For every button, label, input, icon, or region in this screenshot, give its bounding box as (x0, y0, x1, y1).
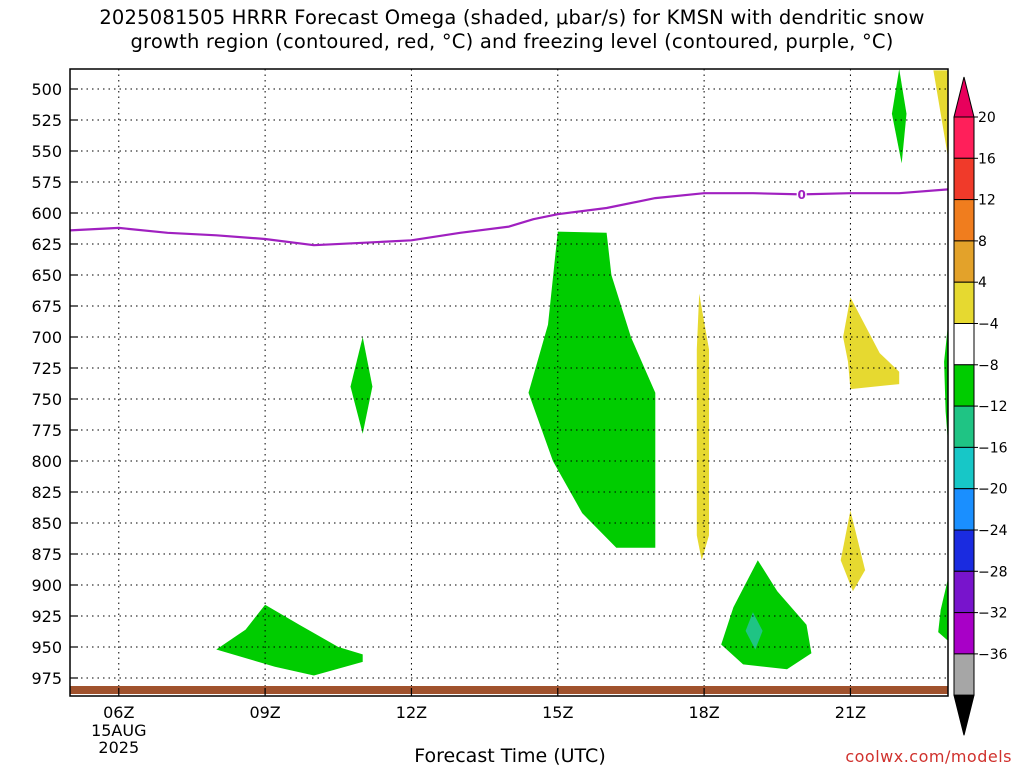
x-tick-label: 18Z (688, 703, 719, 722)
y-tick-label: 625 (31, 235, 62, 254)
freezing-level-label-bg (796, 187, 807, 201)
omega-region-11 (840, 510, 866, 592)
colorbar-segment (953, 323, 975, 366)
colorbar-segment (953, 405, 975, 448)
colorbar-segment (953, 488, 975, 531)
colorbar-segment (953, 612, 975, 655)
chart-title-line-2: growth region (contoured, red, °C) and f… (130, 30, 894, 53)
y-tick-label: 650 (31, 266, 62, 285)
y-tick-label: 675 (31, 297, 62, 316)
colorbar-label: −24 (978, 523, 1008, 539)
y-tick-label: 500 (31, 80, 62, 99)
colorbar: 20 16 12 8 4 −4 −8 −12 −16 −20 −24 −28 −32 −36 (953, 76, 1008, 736)
omega-region-3 (216, 604, 363, 676)
chart-title-line-1: 2025081505 HRRR Forecast Omega (shaded, … (99, 6, 925, 29)
colorbar-segment (953, 364, 975, 407)
colorbar-label: −36 (978, 647, 1008, 663)
colorbar-segment (953, 116, 975, 159)
y-tick-label: 700 (31, 328, 62, 347)
omega-region-5 (745, 612, 763, 650)
y-tick-label: 525 (31, 111, 62, 130)
y-tick-label: 800 (31, 452, 62, 471)
y-tick-label: 850 (31, 514, 62, 533)
x-tick-label: 12Z (396, 703, 427, 722)
omega-region-1 (350, 337, 373, 434)
freezing-level-layer: 0 (69, 187, 949, 247)
colorbar-bottom-cap (953, 694, 975, 736)
colorbar-label: −16 (978, 440, 1008, 456)
colorbar-label: 8 (978, 234, 987, 250)
chart-title: 2025081505 HRRR Forecast Omega (shaded, … (0, 6, 1024, 54)
y-tick-label: 575 (31, 173, 62, 192)
y-tick-label: 750 (31, 390, 62, 409)
y-tick-label: 975 (31, 669, 62, 688)
y-tick-label: 825 (31, 483, 62, 502)
omega-shading-layer (216, 69, 948, 676)
y-tick-label: 950 (31, 638, 62, 657)
freezing-level-contour (69, 188, 949, 247)
omega-region-7 (944, 324, 948, 443)
colorbar-label: −4 (978, 317, 999, 333)
y-tick-label: 600 (31, 204, 62, 223)
y-tick-label: 550 (31, 142, 62, 161)
colorbar-segment (953, 240, 975, 283)
colorbar-label: −20 (978, 482, 1008, 498)
colorbar-segment (953, 281, 975, 325)
colorbar-label: 4 (978, 275, 987, 291)
colorbar-segment (953, 157, 975, 201)
surface-ground-strip (70, 686, 948, 694)
x-tick-label: 15Z (542, 703, 573, 722)
colorbar-segment (953, 653, 975, 696)
colorbar-label: −32 (978, 606, 1008, 622)
omega-region-6 (891, 69, 907, 164)
colorbar-segment (953, 529, 975, 572)
y-tick-label: 900 (31, 576, 62, 595)
x-date-label: 2025 (98, 738, 139, 757)
omega-region-9 (696, 293, 709, 561)
colorbar-label: 12 (978, 193, 996, 209)
x-tick-label: 21Z (835, 703, 866, 722)
y-tick-label: 775 (31, 421, 62, 440)
colorbar-label: −28 (978, 564, 1008, 580)
gridlines (70, 69, 948, 696)
colorbar-top-cap (953, 76, 975, 118)
x-tick-label: 06Z (103, 703, 134, 722)
colorbar-label: −12 (978, 399, 1008, 415)
colorbar-label: −8 (978, 358, 999, 374)
y-tick-label: 725 (31, 359, 62, 378)
freezing-level-label: 0 (797, 188, 805, 202)
x-tick-label: 09Z (249, 703, 280, 722)
omega-region-10 (843, 297, 900, 390)
omega-region-2 (528, 231, 656, 548)
omega-region-8 (938, 578, 948, 641)
colorbar-segment (953, 446, 975, 490)
colorbar-label: 16 (978, 151, 996, 167)
y-tick-label: 875 (31, 545, 62, 564)
omega-region-12 (933, 70, 948, 158)
x-axis-title: Forecast Time (UTC) (414, 745, 606, 767)
colorbar-segment (953, 199, 975, 242)
omega-region-4 (721, 560, 812, 670)
source-credit: coolwx.com/models (845, 747, 1012, 766)
y-tick-label: 925 (31, 607, 62, 626)
colorbar-segment (953, 570, 975, 614)
plot-frame (69, 68, 949, 697)
y-axis: 500 525 550 575 600 625 650 675 700 725 750 775 800 8… (31, 80, 78, 688)
colorbar-label: 20 (978, 110, 996, 126)
x-date-label: 15AUG (91, 721, 146, 740)
